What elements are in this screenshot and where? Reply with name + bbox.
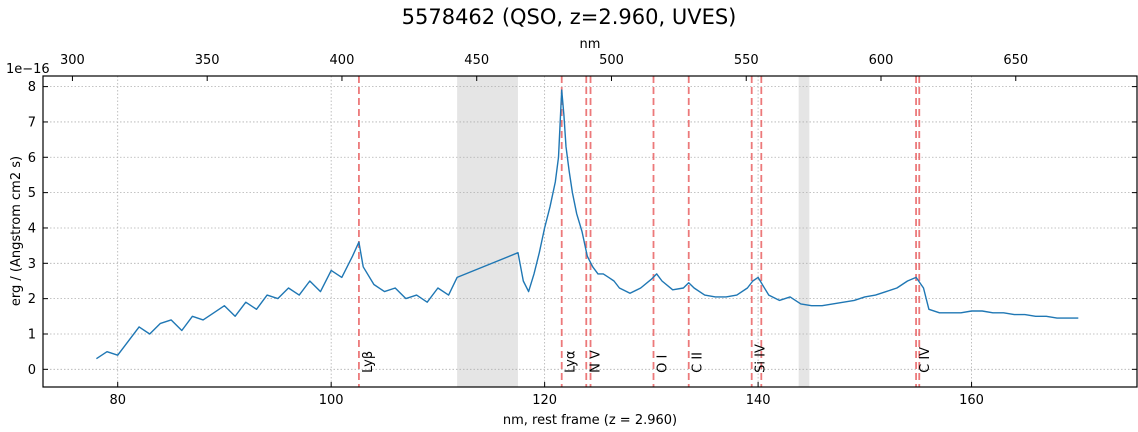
y-tick-label: 8: [28, 80, 36, 95]
x-tick-label: 160: [959, 393, 984, 408]
top-tick-label: 550: [734, 53, 759, 68]
line-labels-layer: Lyβ Lyα N V O I C II Si IV C IV: [361, 344, 933, 373]
top-tick-label: 650: [1003, 53, 1028, 68]
data-gap-band: [798, 76, 810, 387]
emission-line-label: C IV: [918, 347, 933, 373]
emission-lines-layer: [358, 76, 921, 387]
y-tick-label: 2: [28, 292, 36, 307]
data-gap-band: [457, 76, 518, 387]
top-axis-label: nm: [580, 37, 601, 52]
emission-line-label: Si IV: [754, 344, 769, 373]
y-tick-label: 7: [28, 115, 36, 130]
series-layer: [96, 89, 1079, 360]
gaps-layer: [457, 76, 810, 387]
x-tick-label: 140: [746, 393, 771, 408]
x-tick-label: 120: [532, 393, 557, 408]
y-tick-label: 6: [28, 151, 36, 166]
top-tick-label: 400: [330, 53, 355, 68]
emission-line-label: O I: [656, 355, 671, 373]
spectrum-line: [96, 89, 1079, 360]
top-tick-label: 500: [599, 53, 624, 68]
y-tick-label: 4: [28, 221, 36, 236]
y-tick-label: 0: [28, 363, 36, 378]
top-tick-label: 300: [60, 53, 85, 68]
x-tick-label: 80: [109, 393, 126, 408]
y-axis-label: erg / (Angstrom cm2 s): [9, 156, 24, 306]
chart-title: 5578462 (QSO, z=2.960, UVES): [402, 5, 737, 29]
emission-line-label: C II: [691, 352, 706, 373]
y-tick-label: 3: [28, 257, 36, 272]
emission-line-label: Lyβ: [361, 351, 376, 373]
y-tick-label: 5: [28, 186, 36, 201]
y-tick-label: 1: [28, 327, 36, 342]
y-offset-label: 1e−16: [6, 62, 50, 77]
emission-line-label: N V: [588, 350, 603, 373]
top-tick-label: 350: [195, 53, 220, 68]
x-axis-label: nm, rest frame (z = 2.960): [503, 413, 677, 428]
ticks-layer: 80 100 120 140 160 0 1 2 3 4 5 6 7 8 300 350 400 450 500 55…: [28, 53, 1137, 408]
emission-line-label: Lyα: [564, 351, 579, 373]
top-tick-label: 600: [869, 53, 894, 68]
plot-frame: [42, 75, 1138, 388]
top-tick-label: 450: [464, 53, 489, 68]
x-tick-label: 100: [319, 393, 344, 408]
